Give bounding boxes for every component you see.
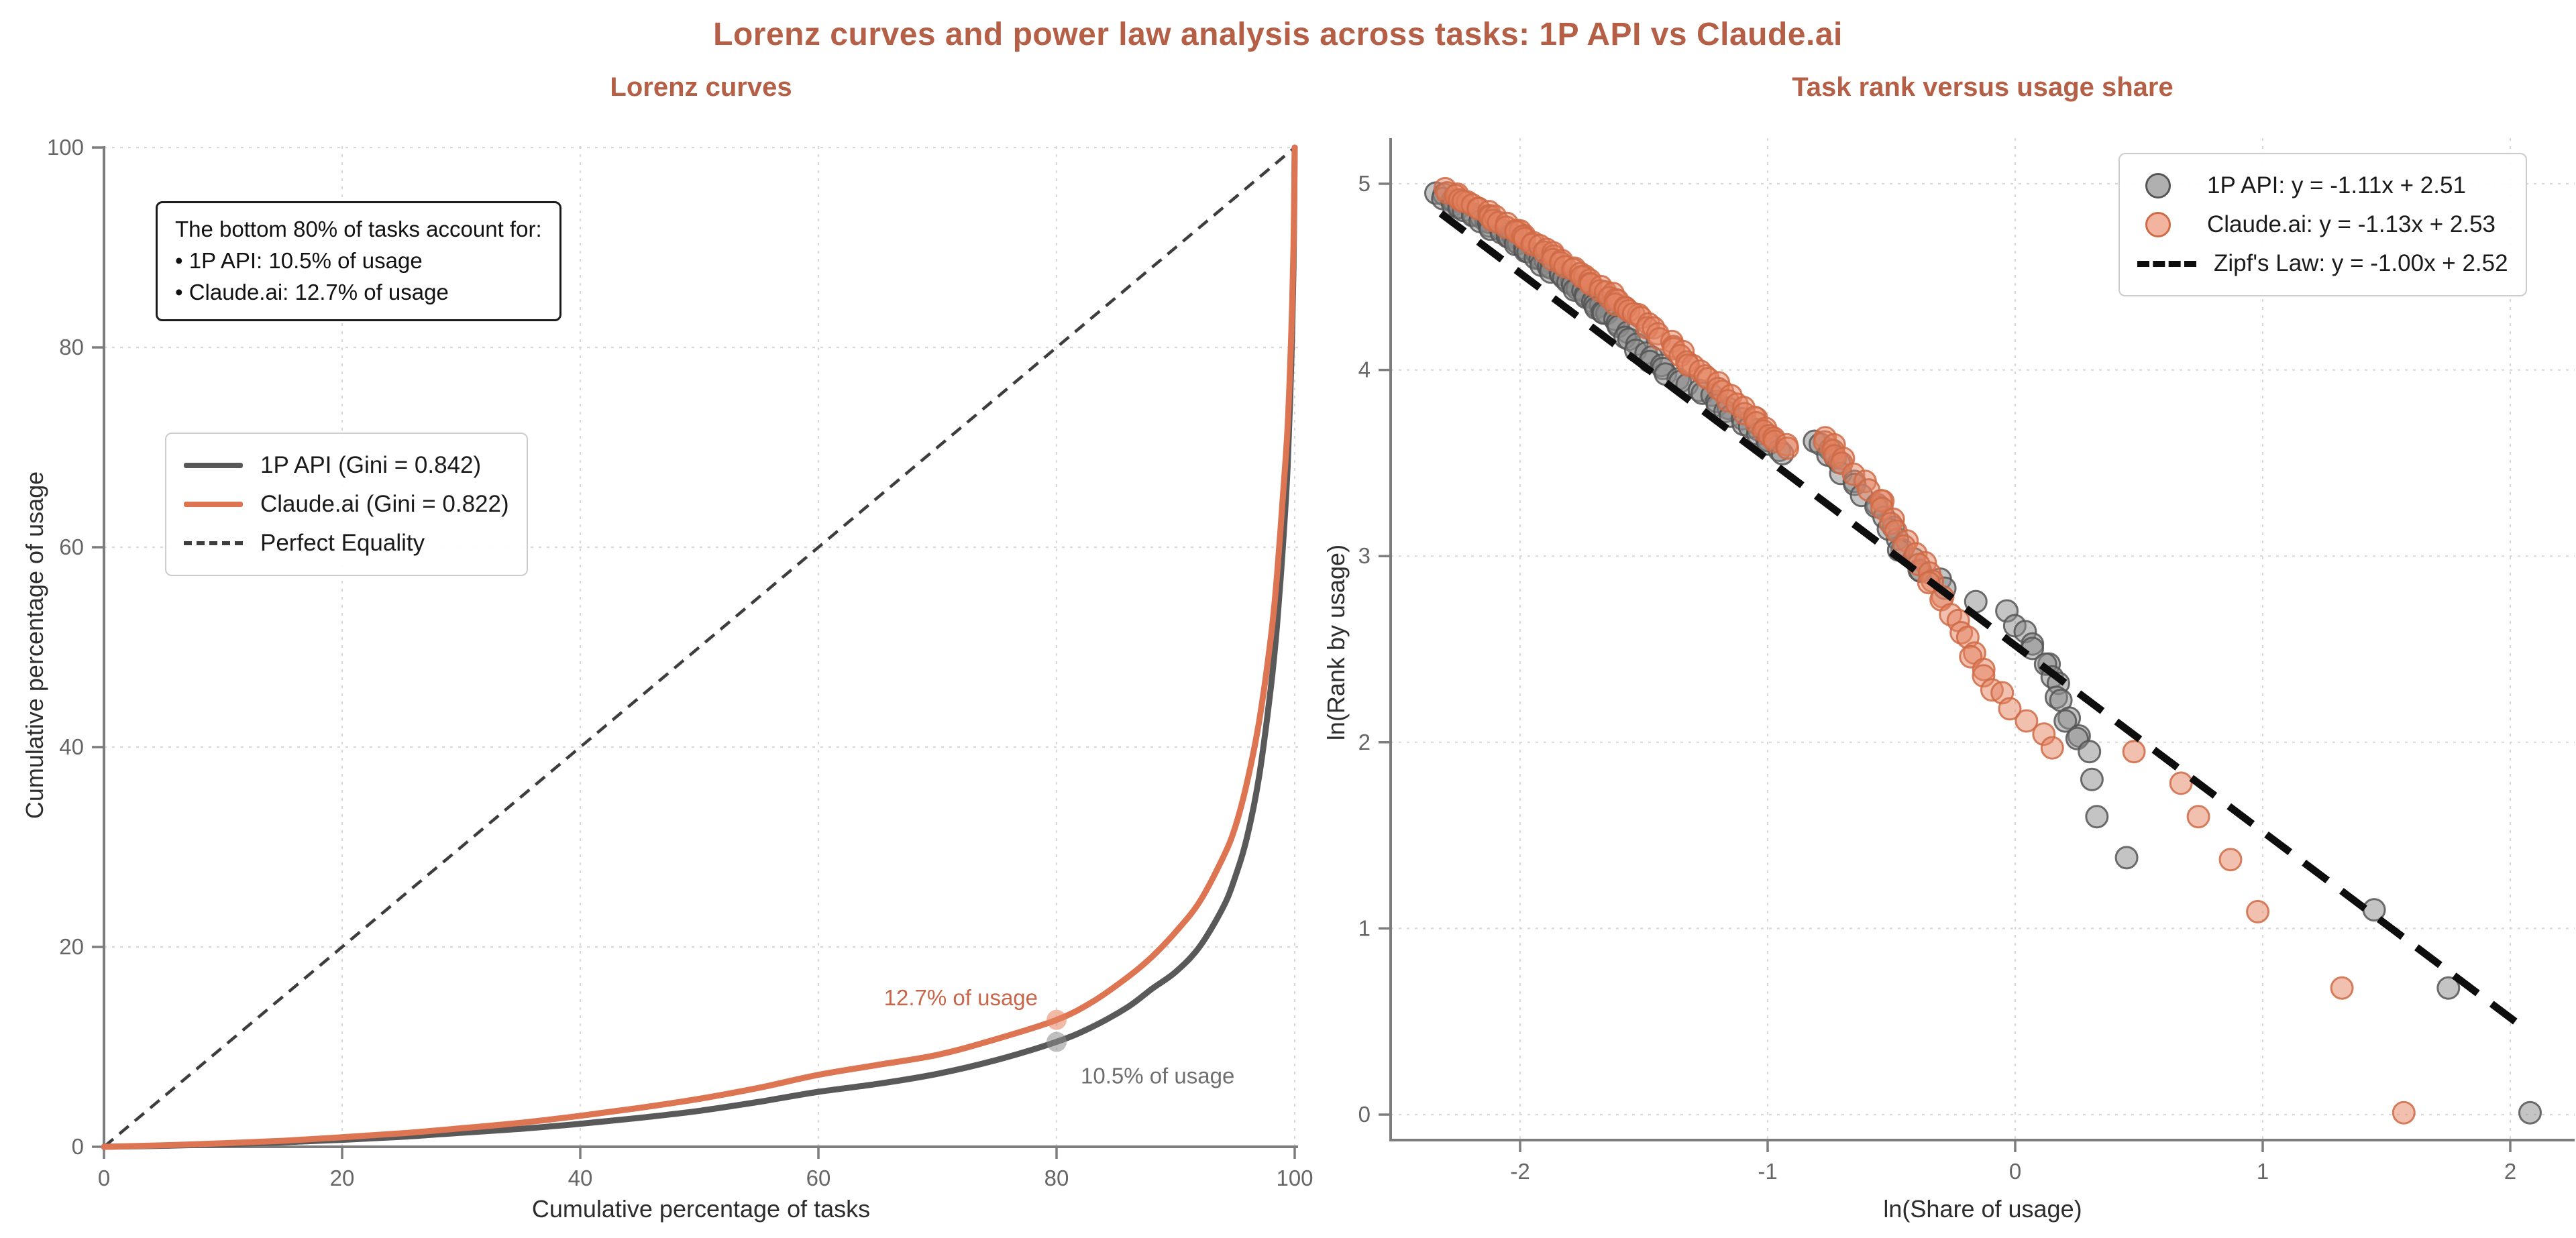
- x-tick-label: 80: [1044, 1166, 1069, 1190]
- y-tick-label: 1: [1358, 915, 1371, 940]
- legend-label: Claude.ai (Gini = 0.822): [260, 491, 509, 517]
- powerlaw-plot: -2 -1 0 1 2 0 1 2 3 4 5: [1358, 138, 2575, 1184]
- y-tick-label: 100: [47, 135, 84, 160]
- powerlaw-xaxis-label: ln(Share of usage): [1883, 1195, 2082, 1223]
- lorenz-marker: [1046, 1031, 1067, 1052]
- x-tick-label: -1: [1758, 1159, 1777, 1184]
- legend-item-perfect-equality: Perfect Equality: [184, 524, 509, 563]
- lorenz-legend: 1P API (Gini = 0.842) Claude.ai (Gini = …: [165, 433, 528, 576]
- x-tick-label: 20: [330, 1166, 355, 1190]
- annotation-line-3: • Claude.ai: 12.7% of usage: [175, 279, 449, 304]
- legend-item-1p-api-fit: 1P API: y = -1.11x + 2.51: [2137, 166, 2508, 205]
- legend-item-1p-api: 1P API (Gini = 0.842): [184, 446, 509, 485]
- legend-item-zipfs-law: Zipf's Law: y = -1.00x + 2.52: [2137, 244, 2508, 283]
- y-tick-label: 40: [59, 734, 84, 759]
- y-tick-label: 0: [72, 1134, 84, 1159]
- x-tick-label: 40: [568, 1166, 593, 1190]
- marker-label: 12.7% of usage: [884, 985, 1038, 1010]
- figure-title: Lorenz curves and power law analysis acr…: [713, 17, 1843, 52]
- y-tick-label: 80: [59, 335, 84, 359]
- x-tick-label: 0: [2009, 1159, 2021, 1184]
- x-tick-label: 60: [806, 1166, 831, 1190]
- 1p-api-line-swatch: [184, 463, 243, 468]
- claude-ai-line-swatch: [184, 502, 243, 507]
- legend-label: Perfect Equality: [260, 530, 425, 556]
- legend-label: 1P API (Gini = 0.842): [260, 452, 482, 478]
- y-tick-label: 5: [1358, 171, 1371, 196]
- lorenz-xaxis-label: Cumulative percentage of tasks: [531, 1195, 871, 1223]
- lorenz-marker: [1046, 1009, 1067, 1030]
- lorenz-yaxis-label: Cumulative percentage of usage: [21, 471, 48, 820]
- annotation-line-2: • 1P API: 10.5% of usage: [175, 247, 423, 273]
- zipfs-law-dash-swatch: [2137, 260, 2196, 267]
- y-tick-label: 20: [59, 934, 84, 959]
- powerlaw-subplot-title: Task rank versus usage share: [1792, 72, 2174, 102]
- x-tick-label: 2: [2504, 1159, 2516, 1184]
- y-tick-label: 3: [1358, 543, 1371, 568]
- 1p-api-marker-swatch: [2145, 173, 2171, 199]
- legend-label: Zipf's Law: y = -1.00x + 2.52: [2214, 250, 2508, 276]
- x-tick-label: 1: [2257, 1159, 2269, 1184]
- y-tick-label: 60: [59, 534, 84, 559]
- powerlaw-legend: 1P API: y = -1.11x + 2.51 Claude.ai: y =…: [2118, 153, 2527, 296]
- perfect-equality-dash-swatch: [184, 541, 243, 545]
- perfect-equality-line: [103, 146, 1296, 1148]
- marker-label: 10.5% of usage: [1081, 1064, 1234, 1088]
- scatter-series-claude-ai: [1433, 176, 2416, 1125]
- legend-label: 1P API: y = -1.11x + 2.51: [2207, 172, 2466, 199]
- claude-ai-marker-swatch: [2145, 212, 2171, 237]
- y-tick-label: 4: [1358, 357, 1371, 382]
- lorenz-annotation-box: The bottom 80% of tasks account for: • 1…: [156, 201, 561, 321]
- legend-item-claude-ai-fit: Claude.ai: y = -1.13x + 2.53: [2137, 205, 2508, 244]
- x-tick-label: 0: [98, 1166, 110, 1190]
- y-tick-label: 2: [1358, 730, 1371, 754]
- x-tick-label: 100: [1276, 1166, 1313, 1190]
- legend-item-claude-ai: Claude.ai (Gini = 0.822): [184, 485, 509, 524]
- powerlaw-yaxis-label: ln(Rank by usage): [1322, 544, 1350, 741]
- zipf-law-line: [1438, 211, 2530, 1034]
- annotation-line-1: The bottom 80% of tasks account for:: [175, 217, 542, 241]
- legend-label: Claude.ai: y = -1.13x + 2.53: [2207, 211, 2496, 237]
- lorenz-subplot-title: Lorenz curves: [610, 72, 792, 102]
- y-tick-label: 0: [1358, 1102, 1371, 1127]
- lorenz-plot: 0 20 40 60 80 100 0 20 40 60 80 100 12.7% of usage 10…: [47, 135, 1313, 1190]
- x-tick-label: -2: [1510, 1159, 1529, 1184]
